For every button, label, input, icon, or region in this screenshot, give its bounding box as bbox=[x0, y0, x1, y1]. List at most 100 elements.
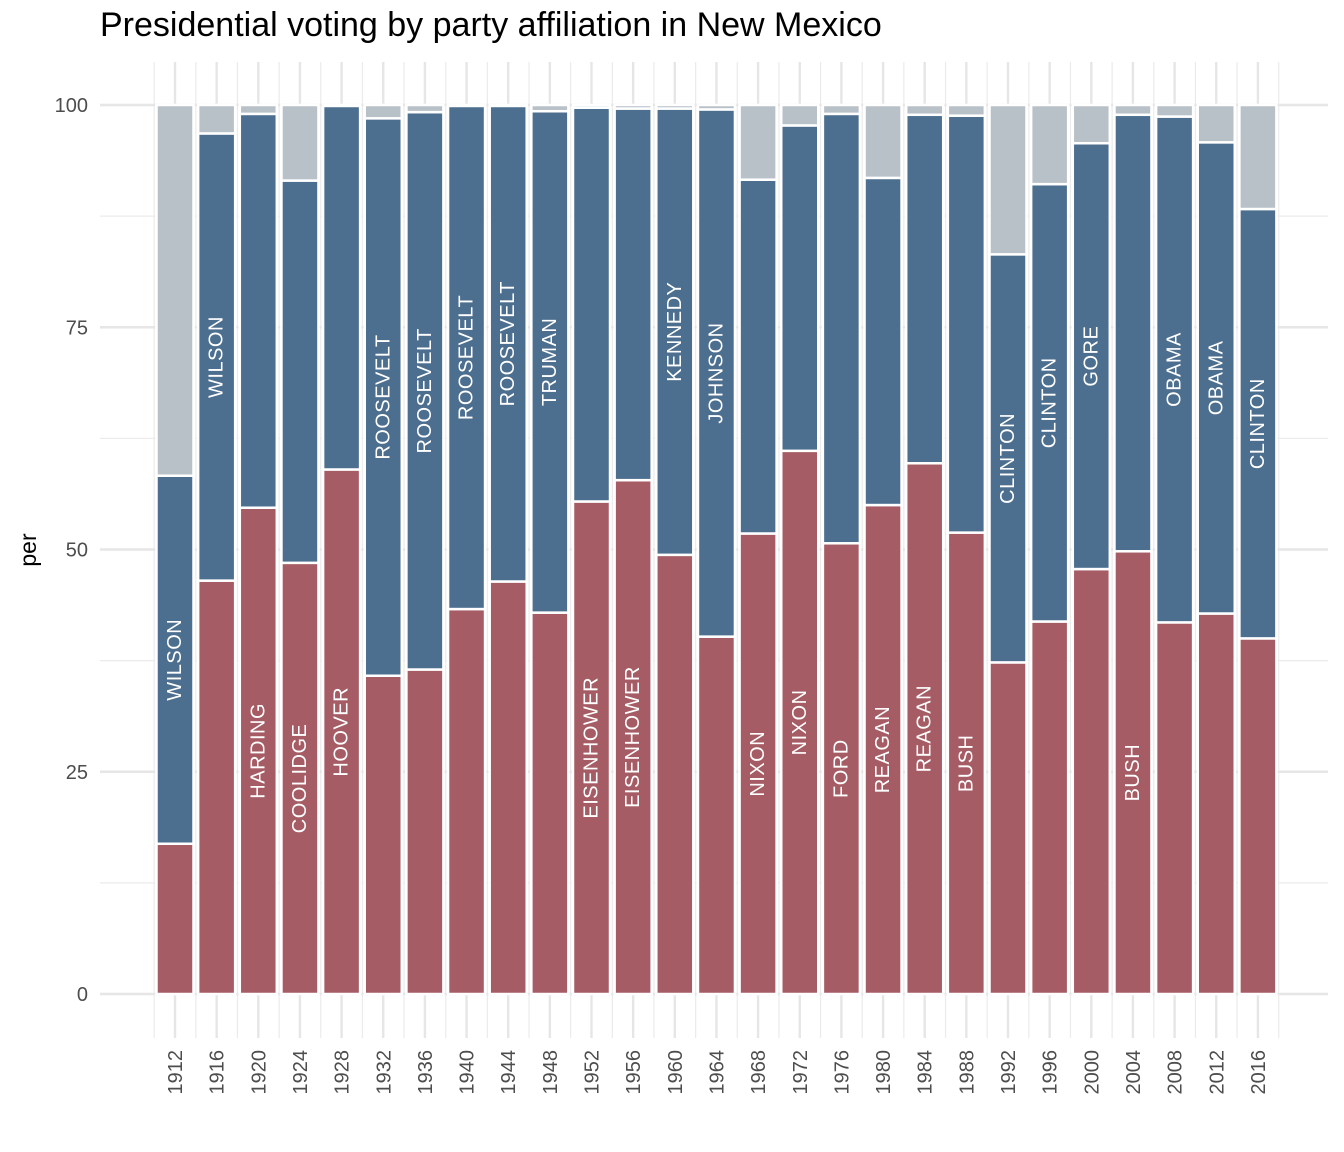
bar-segment-republican bbox=[655, 553, 695, 996]
bar-segment-other bbox=[321, 103, 362, 108]
winner-label: OBAMA bbox=[1164, 332, 1186, 407]
x-tick-label: 1976 bbox=[831, 1050, 853, 1095]
bar-segment-other bbox=[1113, 103, 1153, 117]
winner-label: GORE bbox=[1080, 326, 1102, 387]
x-tick-label: 1936 bbox=[415, 1050, 437, 1095]
winner-label: CLINTON bbox=[1247, 378, 1269, 469]
winner-label: CLINTON bbox=[997, 413, 1019, 504]
x-tick-label: 2016 bbox=[1248, 1050, 1270, 1095]
x-tick-label: 1916 bbox=[207, 1050, 229, 1095]
winner-label: EISENHOWER bbox=[581, 677, 603, 819]
bar-segment-other bbox=[196, 103, 237, 135]
bar-segment-other bbox=[613, 103, 653, 110]
bar-segment-republican bbox=[1196, 612, 1236, 996]
winner-label: WILSON bbox=[206, 316, 228, 398]
bar-segment-democratic bbox=[196, 132, 237, 582]
y-tick-label: 25 bbox=[66, 762, 88, 784]
x-tick-label: 1960 bbox=[665, 1050, 687, 1095]
winner-label: OBAMA bbox=[1205, 340, 1227, 415]
bar-segment-other bbox=[988, 103, 1028, 256]
bar-segment-republican bbox=[821, 542, 862, 996]
bar-segment-republican bbox=[780, 449, 820, 996]
winner-label: BUSH bbox=[955, 735, 977, 793]
bar-segment-democratic bbox=[613, 107, 653, 482]
bar-segment-democratic bbox=[1029, 182, 1070, 623]
y-axis-title: per bbox=[15, 533, 41, 567]
winner-label: REAGAN bbox=[914, 685, 936, 772]
bar-segment-other bbox=[238, 103, 279, 116]
bar-segment-democratic bbox=[488, 104, 528, 583]
bar-segment-other bbox=[405, 103, 445, 114]
x-tick-label: 1972 bbox=[790, 1050, 812, 1095]
x-tick-label: 2000 bbox=[1081, 1050, 1103, 1095]
bar-segment-other bbox=[1238, 103, 1278, 211]
bar-segment-republican bbox=[530, 611, 570, 996]
bar-segment-other bbox=[363, 103, 403, 120]
bar-segment-democratic bbox=[1196, 141, 1236, 615]
winner-label: ROOSEVELT bbox=[456, 295, 478, 420]
bar-segment-republican bbox=[238, 506, 279, 996]
bar-segment-other bbox=[863, 103, 903, 180]
winner-label: BUSH bbox=[1122, 744, 1144, 802]
bar-segment-republican bbox=[904, 462, 945, 996]
x-tick-label: 1984 bbox=[915, 1050, 937, 1095]
bar-segment-republican bbox=[1238, 637, 1278, 996]
x-tick-label: 2012 bbox=[1206, 1050, 1228, 1095]
bar-segment-other bbox=[904, 103, 945, 117]
bar-segment-republican bbox=[405, 668, 445, 996]
bar-segment-other bbox=[488, 103, 528, 108]
x-tick-label: 1940 bbox=[457, 1050, 479, 1095]
y-tick-label: 0 bbox=[77, 984, 88, 1006]
bar-segment-other bbox=[446, 103, 487, 108]
bar-segment-other bbox=[1071, 103, 1112, 145]
bar-segment-republican bbox=[988, 661, 1028, 996]
winner-label: FORD bbox=[830, 739, 852, 798]
bars bbox=[155, 103, 1278, 996]
bar-segment-democratic bbox=[655, 107, 695, 557]
winner-label: EISENHOWER bbox=[622, 666, 644, 808]
bar-segment-democratic bbox=[1154, 115, 1195, 624]
winner-label: JOHNSON bbox=[705, 322, 727, 423]
bar-segment-republican bbox=[571, 500, 612, 996]
bar-segment-democratic bbox=[155, 474, 195, 846]
bar-segment-republican bbox=[155, 842, 195, 996]
winner-label: NIXON bbox=[747, 731, 769, 797]
winner-label: HARDING bbox=[247, 703, 269, 799]
x-tick-label: 1928 bbox=[332, 1050, 354, 1095]
bar-segment-other bbox=[155, 103, 195, 477]
bar-segment-republican bbox=[1154, 621, 1195, 996]
x-tick-label: 1988 bbox=[956, 1050, 978, 1095]
bar-segment-other bbox=[280, 103, 320, 182]
winner-label: WILSON bbox=[164, 619, 186, 701]
bar-segment-democratic bbox=[571, 106, 612, 503]
winner-label: ROOSEVELT bbox=[372, 334, 394, 459]
bar-segment-other bbox=[946, 103, 987, 117]
bar-segment-other bbox=[655, 103, 695, 110]
winner-label: TRUMAN bbox=[539, 318, 561, 407]
bar-segment-other bbox=[696, 103, 737, 111]
bar-segment-democratic bbox=[904, 113, 945, 465]
bar-segment-democratic bbox=[863, 176, 903, 507]
winner-label: CLINTON bbox=[1039, 357, 1061, 448]
bar-segment-democratic bbox=[821, 112, 862, 545]
bar-segment-democratic bbox=[530, 109, 570, 614]
x-tick-label: 2008 bbox=[1165, 1050, 1187, 1095]
winner-label: NIXON bbox=[789, 689, 811, 755]
bar-segment-republican bbox=[446, 607, 487, 996]
x-tick-label: 1932 bbox=[373, 1050, 395, 1095]
bar-segment-democratic bbox=[1071, 141, 1112, 571]
bar-segment-republican bbox=[1071, 567, 1112, 996]
bar-segment-other bbox=[1154, 103, 1195, 118]
bar-segment-democratic bbox=[738, 178, 778, 535]
winner-label: HOOVER bbox=[331, 687, 353, 777]
y-tick-label: 100 bbox=[55, 95, 88, 117]
bar-segment-republican bbox=[321, 468, 362, 996]
bar-segment-republican bbox=[196, 579, 237, 996]
winner-label: REAGAN bbox=[872, 706, 894, 793]
bar-segment-democratic bbox=[1238, 207, 1278, 640]
x-tick-label: 1952 bbox=[582, 1050, 604, 1095]
x-tick-label: 1996 bbox=[1040, 1050, 1062, 1095]
winner-label: ROOSEVELT bbox=[414, 328, 436, 453]
y-tick-label: 50 bbox=[66, 540, 88, 562]
bar-segment-republican bbox=[363, 674, 403, 996]
